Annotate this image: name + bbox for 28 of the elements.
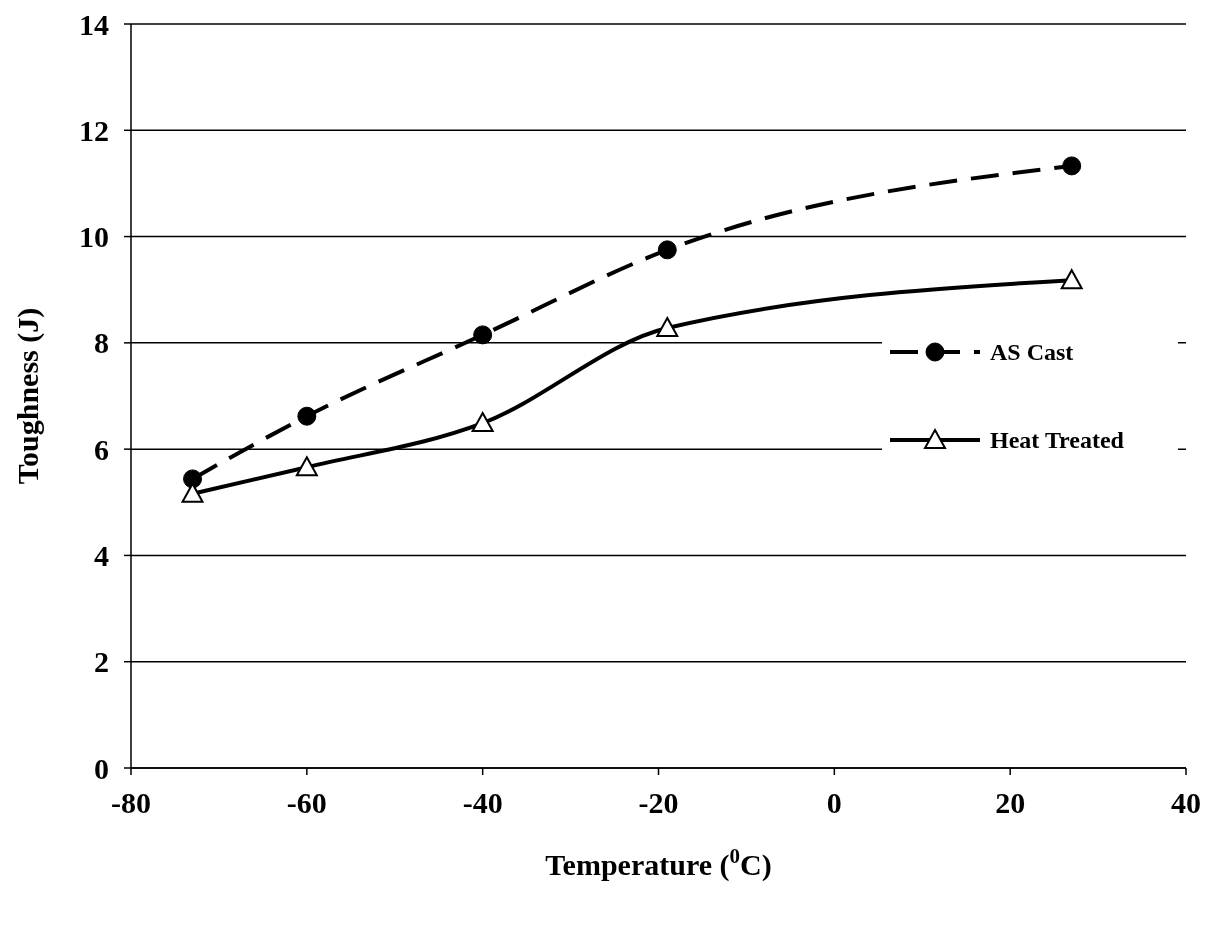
y-tick-label: 2	[94, 645, 109, 679]
point	[1060, 269, 1083, 290]
y-tick-label: 0	[94, 751, 109, 785]
y-axis-title: Toughness (J)	[11, 307, 45, 485]
legend-label: AS Cast	[990, 339, 1074, 366]
x-tick-label: 20	[995, 786, 1026, 819]
x-tick-label: -20	[638, 786, 679, 819]
point	[183, 469, 203, 489]
point	[1062, 156, 1082, 176]
y-tick-label: 4	[94, 538, 109, 572]
x-axis-title: Temperature ($^{0}$C)	[545, 844, 772, 882]
x-tick-label: 0	[826, 786, 842, 819]
y-tick-label: 12	[79, 113, 109, 147]
legend-label: Heat Treated	[990, 427, 1125, 454]
y-tick-label: 8	[94, 326, 109, 360]
point	[473, 325, 493, 345]
x-tick-label: 40	[1171, 786, 1201, 819]
point	[297, 406, 317, 426]
y-tick-label: 14	[79, 7, 109, 41]
y-tick-label: 10	[79, 220, 109, 254]
x-tick-label: -60	[286, 786, 327, 819]
point	[471, 412, 494, 433]
x-tick-label: -80	[111, 786, 151, 819]
x-tick-label: -40	[462, 786, 503, 819]
point	[657, 240, 677, 260]
point	[656, 316, 679, 337]
point	[295, 456, 318, 477]
y-tick-label: 6	[94, 432, 109, 466]
